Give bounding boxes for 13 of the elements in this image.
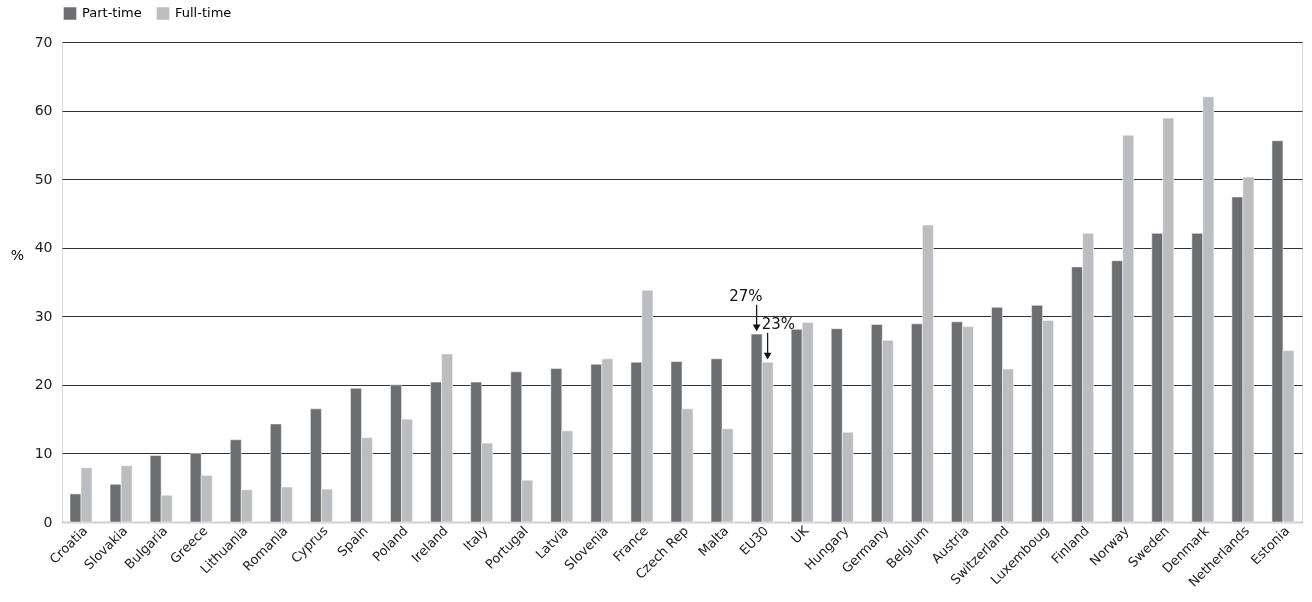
y-axis-title: % xyxy=(10,246,25,263)
legend-label: Full-time xyxy=(175,5,232,21)
y-tick-label: 40 xyxy=(34,239,53,256)
y-tick-label: 60 xyxy=(34,102,53,119)
y-tick-label: 0 xyxy=(43,513,53,530)
y-tick-label: 50 xyxy=(34,170,53,187)
y-tick-label: 30 xyxy=(34,307,53,324)
y-tick-label: 20 xyxy=(34,376,53,393)
y-tick-label: 70 xyxy=(34,33,53,50)
y-tick-label: 10 xyxy=(34,444,53,461)
annotation: 27% xyxy=(729,286,763,305)
annotation: 23% xyxy=(761,314,795,333)
legend-label: Part-time xyxy=(82,5,142,21)
